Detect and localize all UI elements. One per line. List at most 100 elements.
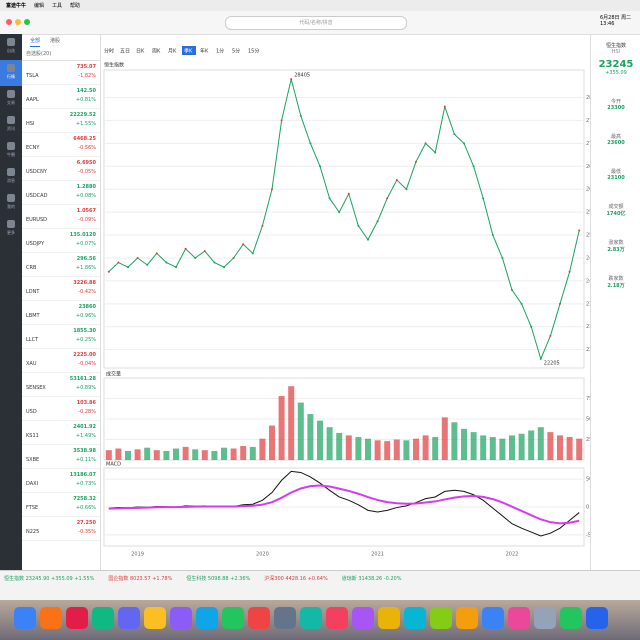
watchlist-row[interactable]: USDJPY 135.0120 +0.07% [22, 229, 100, 253]
period-tab[interactable]: 年K [200, 48, 209, 55]
quote-change: +355.09 [605, 70, 627, 76]
period-tab[interactable]: 分时 [104, 48, 114, 55]
price-point [251, 252, 254, 255]
price-point [271, 188, 273, 191]
menu-item[interactable]: 富途牛牛 [6, 3, 27, 9]
dock-icon[interactable] [378, 607, 400, 629]
row-price: 135.0120 [69, 232, 96, 238]
volume-bar [201, 450, 208, 460]
sidebar-item[interactable]: 行情 [0, 60, 22, 86]
dock-icon[interactable] [118, 607, 140, 629]
watchlist-row[interactable]: TSLA 735.07 -1.82% [22, 61, 100, 85]
row-price: 3538.98 [73, 448, 96, 454]
dock-icon[interactable] [352, 607, 374, 629]
dock-icon[interactable] [482, 607, 504, 629]
volume-bar [125, 450, 131, 460]
menu-item[interactable]: 编辑 [34, 3, 45, 9]
watchlist-row[interactable]: ECNY 6468.25 -0.56% [22, 133, 100, 157]
period-tab[interactable]: 周K [152, 49, 161, 55]
dock-icon[interactable] [300, 607, 322, 629]
dock-icon[interactable] [14, 607, 36, 629]
watchlist-row[interactable]: SENSEX 53161.28 +0.89% [22, 373, 100, 397]
watchlist-tab[interactable]: 港股 [50, 38, 61, 44]
search-box[interactable]: 代码/名称/拼音 [225, 16, 407, 30]
watchlist-row[interactable]: LLCT 1855.30 +0.25% [22, 325, 100, 349]
close-button[interactable] [6, 19, 12, 25]
dock-icon[interactable] [508, 607, 530, 629]
price-point [299, 114, 302, 117]
volume-bar [355, 437, 362, 460]
period-tab[interactable]: 5分 [232, 48, 240, 55]
price-point [338, 211, 341, 214]
price-point [146, 263, 149, 266]
watchlist-row[interactable]: KS11 2401.92 +1.49% [22, 421, 100, 445]
sidebar-item[interactable]: 牛圈 [0, 138, 22, 164]
dock-icon[interactable] [326, 607, 348, 629]
volume-bar [134, 449, 141, 460]
period-tab[interactable]: 1分 [216, 48, 224, 55]
sidebar-item[interactable]: 消息 [0, 164, 22, 190]
volume-bar [537, 427, 544, 460]
watchlist-row[interactable]: EURUSD 1.0567 -0.09% [22, 205, 100, 229]
row-change: -0.04% [78, 361, 96, 367]
period-tab[interactable]: 五日 [120, 49, 130, 55]
watchlist-row[interactable]: LBMT 23860 +0.96% [22, 301, 100, 325]
watchlist-row[interactable]: LDNT 3226.88 -0.42% [22, 277, 100, 301]
dock-icon[interactable] [586, 607, 608, 629]
sidebar-item[interactable]: 自选 [0, 34, 22, 60]
sidebar-item[interactable]: 更多 [0, 216, 22, 242]
row-price: 103.86 [76, 400, 96, 406]
row-change: +0.89% [75, 385, 96, 391]
watchlist-row[interactable]: CRB 296.56 +1.86% [22, 253, 100, 277]
sidebar-item[interactable]: 我的 [0, 190, 22, 216]
period-tab[interactable]: 15分 [248, 48, 259, 55]
watchlist-tab[interactable]: 全部 [30, 37, 41, 47]
menu-item[interactable]: 帮助 [70, 3, 81, 9]
watchlist-row[interactable]: SXBE 3538.98 +0.11% [22, 445, 100, 469]
dock-icon[interactable] [404, 607, 426, 629]
row-price: 2225.00 [73, 352, 96, 358]
watchlist-row[interactable]: HSI 22229.52 +1.55% [22, 109, 100, 133]
y-tick-label: 750 [586, 396, 590, 402]
macd-dif [108, 470, 580, 537]
zoom-button[interactable] [24, 19, 30, 25]
period-tab[interactable]: 日K [136, 49, 145, 55]
watchlist-row[interactable]: USD 103.86 -0.28% [22, 397, 100, 421]
row-change: -0.05% [78, 169, 96, 175]
dock-icon[interactable] [248, 607, 270, 629]
dock-icon[interactable] [92, 607, 114, 629]
dock-icon[interactable] [66, 607, 88, 629]
dock-icon[interactable] [430, 607, 452, 629]
watchlist-row[interactable]: DAXI 13186.07 +0.73% [22, 469, 100, 493]
dock-icon[interactable] [40, 607, 62, 629]
watchlist-row[interactable]: USDCAD 1.2880 +0.08% [22, 181, 100, 205]
volume-bar [451, 422, 458, 460]
dock-icon[interactable] [274, 607, 296, 629]
sidebar-item[interactable]: 资讯 [0, 112, 22, 138]
sidebar-item[interactable]: 交易 [0, 86, 22, 112]
row-code: FTSE [26, 505, 39, 511]
watchlist-row[interactable]: AAPL 142.50 +0.81% [22, 85, 100, 109]
menu-item[interactable]: 工具 [52, 3, 63, 9]
dock-icon[interactable] [196, 607, 218, 629]
period-tab[interactable]: 季K [184, 48, 193, 55]
volume-bar [413, 438, 419, 460]
y-tick-label: 27000 [586, 141, 590, 147]
dock-icon[interactable] [456, 607, 478, 629]
dock-icon[interactable] [534, 607, 556, 629]
dock-icon[interactable] [560, 607, 582, 629]
minimize-button[interactable] [15, 19, 21, 25]
volume-bar [105, 450, 112, 460]
stat-value: 2.83万 [607, 247, 625, 253]
watchlist-row[interactable]: N225 27.250 -0.35% [22, 517, 100, 541]
row-change: +0.81% [75, 97, 96, 103]
watchlist-row[interactable]: USDCNY 6.6950 -0.05% [22, 157, 100, 181]
dock-icon[interactable] [222, 607, 244, 629]
dock-icon[interactable] [144, 607, 166, 629]
price-point [482, 197, 485, 200]
watchlist-row[interactable]: XAU 2225.00 -0.04% [22, 349, 100, 373]
period-tab[interactable]: 月K [168, 49, 177, 55]
dock-icon[interactable] [170, 607, 192, 629]
row-code: CRB [26, 265, 37, 271]
watchlist-row[interactable]: FTSE 7258.32 +0.66% [22, 493, 100, 517]
